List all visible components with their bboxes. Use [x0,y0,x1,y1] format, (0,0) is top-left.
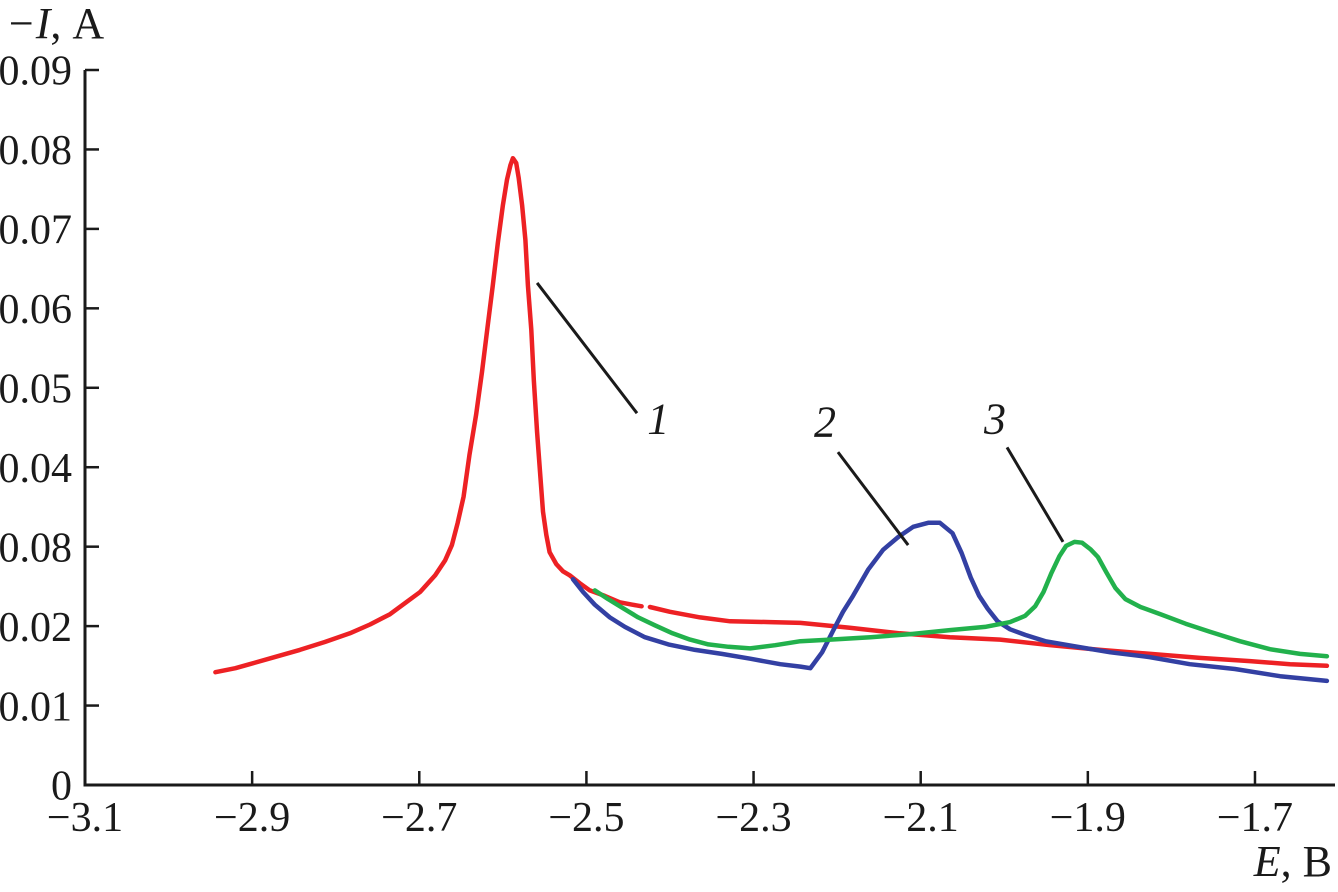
x-tick-label: −2.5 [548,795,624,841]
x-tick-label: −1.7 [1217,795,1293,841]
y-tick-label: 0.09 [0,49,72,95]
plot-layer: −3.1 −2.9 −2.7 −2.5 −2.3 −2.1 −1.9 −1.7 0 0.01 0.0… [0,49,1335,841]
curve-label-3: 3 [983,394,1006,443]
curve-1 [213,155,644,675]
y-tick-label: 0.05 [0,366,72,412]
curve-1 [647,604,1330,669]
y-tick-label: 0.04 [0,446,72,492]
x-tick-label: −2.3 [715,795,791,841]
annotation-line-2 [836,451,910,546]
x-tick-label: −1.9 [1050,795,1126,841]
y-tick-label: 0 [51,764,72,810]
x-tick-label: −2.1 [883,795,959,841]
x-tick-label: −2.9 [214,795,290,841]
x-tick-label: −2.7 [381,795,457,841]
x-tick-label: −3.1 [47,795,123,841]
annotation-line-1 [535,282,639,415]
curve-label-2: 2 [814,398,836,447]
y-tick-label: 0.06 [0,287,72,333]
x-axis-unit: , В [1281,837,1332,886]
x-axis-title: E, В [1253,837,1332,886]
curve-3 [592,539,1330,659]
y-axis-title: −I, А [6,0,104,48]
y-axis-unit: , А [50,0,104,48]
axes [83,70,1335,787]
y-tick-label: 0.02 [0,605,72,651]
curve-2 [570,520,1330,684]
x-axis-variable: E [1253,837,1281,886]
y-tick-label: 0.07 [0,208,72,254]
y-tick-label: 0.01 [0,684,72,730]
annotation-line-3 [1005,446,1065,543]
y-tick-label: 0.08 [0,525,72,571]
curve-label-1: 1 [647,394,669,443]
y-tick-label: 0.08 [0,128,72,174]
y-axis-variable: −I [6,0,53,48]
